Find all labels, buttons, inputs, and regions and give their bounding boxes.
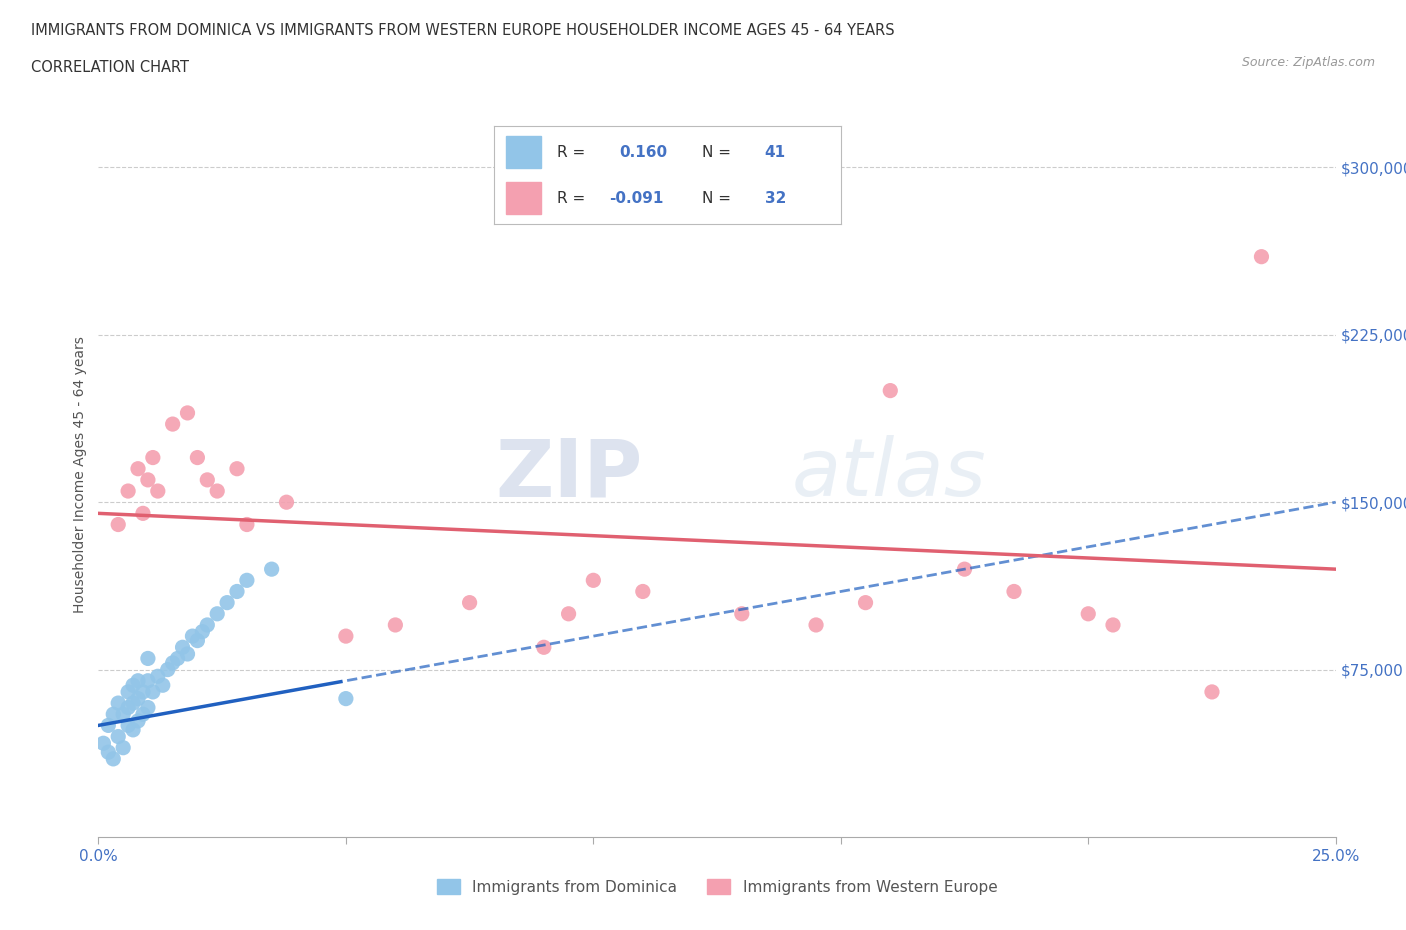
Point xyxy=(117,700,139,715)
Point xyxy=(107,696,129,711)
Y-axis label: Householder Income Ages 45 - 64 years: Householder Income Ages 45 - 64 years xyxy=(73,336,87,613)
Text: CORRELATION CHART: CORRELATION CHART xyxy=(31,60,188,75)
Point xyxy=(107,729,129,744)
Point xyxy=(127,691,149,706)
Point xyxy=(107,517,129,532)
Point xyxy=(93,736,115,751)
Point xyxy=(582,573,605,588)
Point xyxy=(127,713,149,728)
Point xyxy=(335,691,357,706)
Point xyxy=(205,484,228,498)
Point xyxy=(103,751,125,766)
Point xyxy=(162,417,184,432)
Point xyxy=(127,461,149,476)
Point xyxy=(191,624,214,639)
Point xyxy=(557,606,579,621)
Point xyxy=(1250,249,1272,264)
Point xyxy=(172,640,194,655)
Point xyxy=(97,718,120,733)
Point xyxy=(176,646,198,661)
Point xyxy=(181,629,204,644)
Point xyxy=(136,700,159,715)
Point xyxy=(1201,684,1223,699)
Point xyxy=(236,573,259,588)
Point xyxy=(226,584,249,599)
Point xyxy=(195,472,218,487)
Point xyxy=(117,684,139,699)
Text: atlas: atlas xyxy=(792,435,986,513)
Point xyxy=(122,696,145,711)
Point xyxy=(533,640,555,655)
Legend: Immigrants from Dominica, Immigrants from Western Europe: Immigrants from Dominica, Immigrants fro… xyxy=(437,879,997,895)
Point xyxy=(953,562,976,577)
Point xyxy=(236,517,259,532)
Point xyxy=(186,450,208,465)
Point xyxy=(122,723,145,737)
Point xyxy=(804,618,827,632)
Point xyxy=(136,651,159,666)
Point xyxy=(384,618,406,632)
Point xyxy=(112,707,135,722)
Point xyxy=(136,673,159,688)
Point xyxy=(136,472,159,487)
Point xyxy=(162,656,184,671)
Point xyxy=(142,684,165,699)
Point xyxy=(103,707,125,722)
Point xyxy=(97,745,120,760)
Point xyxy=(458,595,481,610)
Point xyxy=(132,684,155,699)
Text: IMMIGRANTS FROM DOMINICA VS IMMIGRANTS FROM WESTERN EUROPE HOUSEHOLDER INCOME AG: IMMIGRANTS FROM DOMINICA VS IMMIGRANTS F… xyxy=(31,23,894,38)
Point xyxy=(631,584,654,599)
Point xyxy=(217,595,239,610)
Point xyxy=(146,669,169,684)
Point xyxy=(1102,618,1125,632)
Point xyxy=(1077,606,1099,621)
Point xyxy=(122,678,145,693)
Point xyxy=(132,506,155,521)
Point xyxy=(117,484,139,498)
Point xyxy=(276,495,298,510)
Point xyxy=(335,629,357,644)
Point xyxy=(166,651,188,666)
Point xyxy=(731,606,754,621)
Point xyxy=(260,562,283,577)
Text: Source: ZipAtlas.com: Source: ZipAtlas.com xyxy=(1241,56,1375,69)
Point xyxy=(226,461,249,476)
Point xyxy=(156,662,179,677)
Point xyxy=(855,595,877,610)
Point xyxy=(117,718,139,733)
Point xyxy=(132,707,155,722)
Point xyxy=(205,606,228,621)
Text: ZIP: ZIP xyxy=(495,435,643,513)
Point xyxy=(142,450,165,465)
Point xyxy=(127,673,149,688)
Point xyxy=(152,678,174,693)
Point xyxy=(195,618,218,632)
Point xyxy=(879,383,901,398)
Point xyxy=(112,740,135,755)
Point xyxy=(146,484,169,498)
Point xyxy=(1002,584,1025,599)
Point xyxy=(176,405,198,420)
Point xyxy=(186,633,208,648)
